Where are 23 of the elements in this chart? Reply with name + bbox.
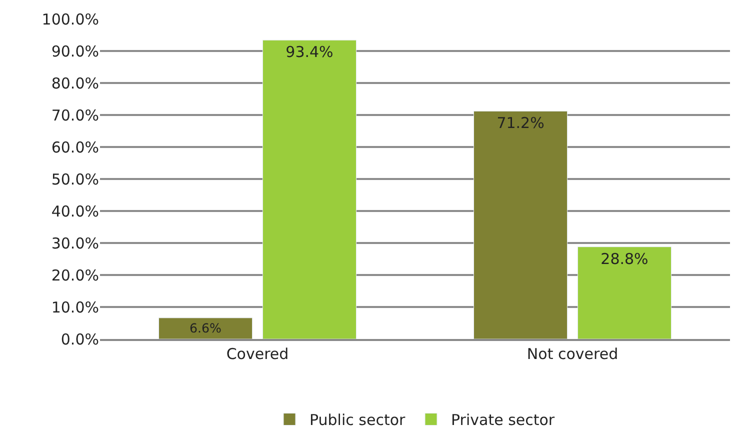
y-tick-label: 30.0% bbox=[51, 234, 99, 252]
y-tick-label: 10.0% bbox=[51, 298, 99, 316]
legend-label: Public sector bbox=[310, 411, 406, 430]
bar bbox=[577, 246, 672, 339]
data-label: 28.8% bbox=[600, 250, 648, 268]
y-tick-label: 60.0% bbox=[51, 138, 99, 156]
y-tick-label: 40.0% bbox=[51, 202, 99, 220]
y-tick-label: 100.0% bbox=[42, 10, 99, 28]
x-tick-label: Covered bbox=[226, 345, 289, 363]
y-tick-label: 70.0% bbox=[51, 106, 99, 124]
data-label: 6.6% bbox=[190, 320, 222, 336]
y-tick-label: 20.0% bbox=[51, 266, 99, 284]
y-tick-label: 80.0% bbox=[51, 74, 99, 92]
data-label: 93.4% bbox=[286, 43, 334, 62]
x-tick-label: Not covered bbox=[526, 345, 618, 363]
bar bbox=[158, 318, 253, 339]
bar bbox=[474, 110, 568, 339]
bar bbox=[262, 40, 356, 339]
y-tick-label: 90.0% bbox=[51, 42, 99, 60]
legend-label: Private sector bbox=[451, 411, 556, 430]
data-label: 71.2% bbox=[496, 114, 544, 132]
y-tick-label: 50.0% bbox=[51, 170, 99, 188]
y-tick-label: 0.0% bbox=[60, 330, 99, 348]
